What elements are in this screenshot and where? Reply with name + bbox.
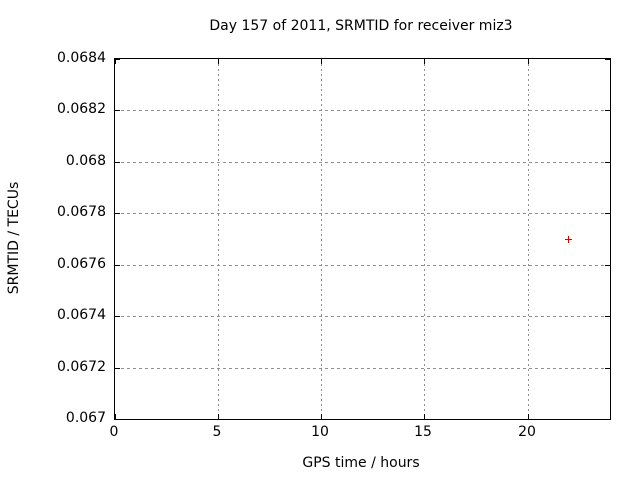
y-tick-right	[605, 316, 610, 317]
marker-plus-vertical-bar	[568, 235, 570, 243]
y-tick-label: 0.0678	[57, 204, 106, 220]
y-tick-left	[115, 162, 120, 163]
y-tick-label: 0.0682	[57, 101, 106, 117]
chart-title: Day 157 of 2011, SRMTID for receiver miz…	[209, 18, 513, 34]
x-tick-label: 0	[109, 424, 119, 440]
y-tick-left	[115, 316, 120, 317]
x-tick-bottom	[321, 414, 322, 419]
x-tick-label: 15	[414, 424, 432, 440]
x-tick-bottom	[528, 414, 529, 419]
y-tick-left	[115, 419, 120, 420]
y-tick-left	[115, 59, 120, 60]
gridline-vertical	[321, 59, 322, 419]
gridline-horizontal	[115, 368, 610, 369]
plot-area	[114, 58, 611, 420]
y-tick-label: 0.067	[65, 410, 106, 426]
x-tick-label: 20	[518, 424, 536, 440]
gridline-vertical	[218, 59, 219, 419]
y-tick-label: 0.068	[65, 153, 106, 169]
y-tick-label: 0.0674	[57, 307, 106, 323]
gridline-horizontal	[115, 213, 610, 214]
x-tick-top	[321, 59, 322, 64]
x-tick-label: 10	[311, 424, 329, 440]
y-tick-left	[115, 265, 120, 266]
x-tick-bottom	[115, 414, 116, 419]
y-tick-label: 0.0676	[57, 256, 106, 272]
gridline-horizontal	[115, 162, 610, 163]
y-tick-left	[115, 368, 120, 369]
x-tick-top	[424, 59, 425, 64]
x-tick-top	[115, 59, 116, 64]
y-axis-label: SRMTID / TECUs	[6, 181, 22, 295]
gridline-horizontal	[115, 110, 610, 111]
gridline-vertical	[424, 59, 425, 419]
y-tick-right	[605, 110, 610, 111]
y-tick-right	[605, 368, 610, 369]
gridline-vertical	[528, 59, 529, 419]
x-tick-bottom	[218, 414, 219, 419]
x-tick-bottom	[424, 414, 425, 419]
x-tick-top	[218, 59, 219, 64]
y-tick-right	[605, 59, 610, 60]
gridline-horizontal	[115, 265, 610, 266]
y-tick-right	[605, 162, 610, 163]
y-tick-right	[605, 213, 610, 214]
x-tick-top	[528, 59, 529, 64]
y-tick-label: 0.0684	[57, 50, 106, 66]
y-tick-left	[115, 110, 120, 111]
y-tick-label: 0.0672	[57, 359, 106, 375]
y-tick-right	[605, 265, 610, 266]
gridline-horizontal	[115, 316, 610, 317]
data-point-marker	[565, 235, 573, 243]
x-axis-label: GPS time / hours	[302, 455, 420, 471]
y-tick-right	[605, 419, 610, 420]
y-tick-left	[115, 213, 120, 214]
x-tick-label: 5	[212, 424, 222, 440]
